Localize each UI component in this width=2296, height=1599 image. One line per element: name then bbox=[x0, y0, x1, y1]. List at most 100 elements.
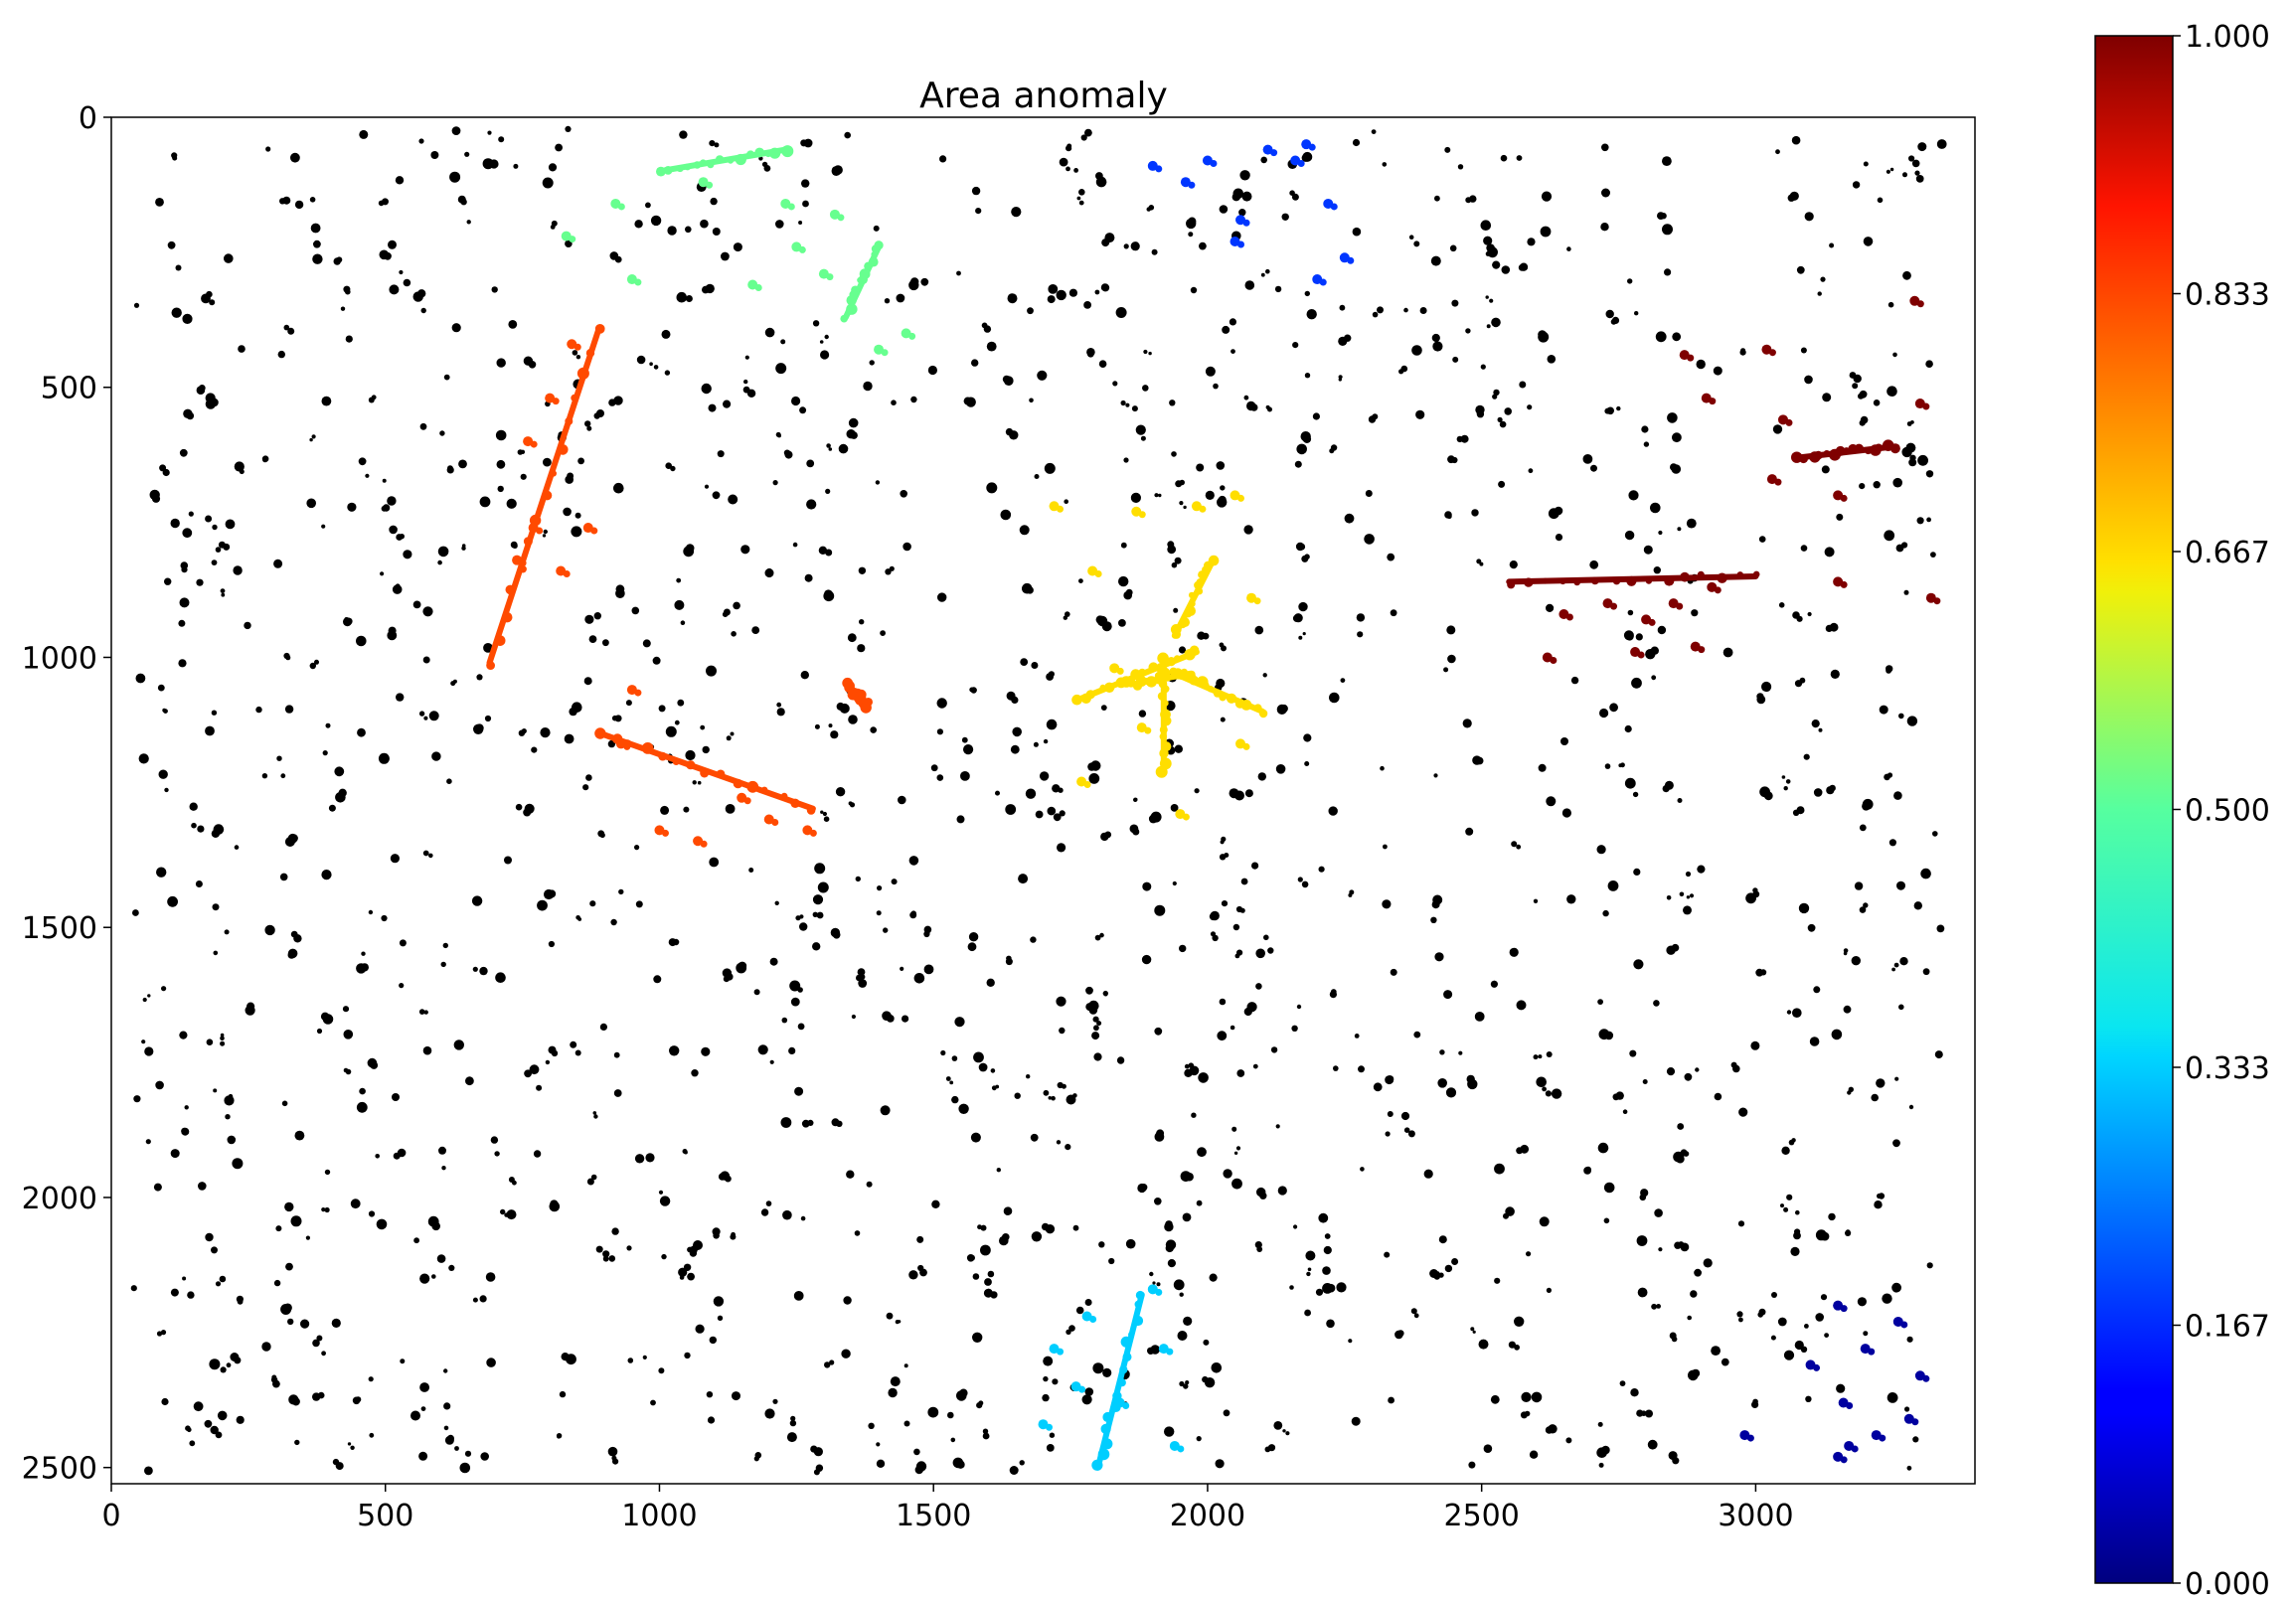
anomaly-point bbox=[1871, 1430, 1882, 1441]
background-point bbox=[1662, 224, 1673, 236]
background-point bbox=[290, 930, 298, 938]
background-point bbox=[710, 197, 718, 206]
background-point bbox=[1065, 611, 1070, 617]
background-point bbox=[1188, 1062, 1195, 1068]
background-point bbox=[1694, 1268, 1702, 1277]
background-point bbox=[1451, 299, 1459, 307]
anomaly-point bbox=[1138, 511, 1146, 519]
background-point bbox=[575, 355, 581, 360]
anomaly-point bbox=[809, 829, 817, 837]
background-point bbox=[701, 1046, 711, 1056]
background-point bbox=[387, 496, 397, 506]
background-point bbox=[975, 208, 982, 215]
anomaly-point bbox=[1169, 1440, 1180, 1451]
background-point bbox=[1736, 1311, 1743, 1318]
anomaly-point bbox=[523, 537, 533, 547]
background-point bbox=[206, 1039, 214, 1045]
background-point bbox=[1059, 1027, 1066, 1035]
background-point bbox=[940, 1049, 946, 1056]
background-point bbox=[224, 929, 230, 935]
background-point bbox=[371, 395, 377, 400]
anomaly-point bbox=[1134, 1300, 1143, 1309]
background-point bbox=[164, 787, 169, 793]
background-point bbox=[695, 1324, 705, 1334]
background-point bbox=[1372, 311, 1379, 318]
background-point bbox=[1125, 588, 1133, 596]
background-point bbox=[446, 778, 452, 784]
background-point bbox=[1821, 465, 1830, 474]
background-point bbox=[1410, 1308, 1417, 1315]
background-point bbox=[765, 1200, 772, 1206]
background-point bbox=[1326, 1319, 1335, 1329]
background-point bbox=[1892, 1139, 1900, 1148]
background-point bbox=[453, 1039, 464, 1050]
background-point bbox=[1364, 534, 1375, 545]
background-point bbox=[1815, 1313, 1824, 1322]
background-point bbox=[913, 973, 925, 984]
background-point bbox=[824, 334, 829, 340]
background-point bbox=[1910, 420, 1914, 424]
background-point bbox=[1896, 880, 1905, 890]
anomaly-point bbox=[1201, 681, 1210, 690]
anomaly-point bbox=[1648, 618, 1656, 626]
background-point bbox=[162, 708, 167, 713]
background-point bbox=[978, 1400, 984, 1406]
anomaly-point bbox=[567, 339, 577, 350]
background-point bbox=[439, 430, 445, 436]
background-point bbox=[1339, 304, 1346, 311]
background-point bbox=[880, 1105, 891, 1116]
background-point bbox=[1740, 348, 1746, 354]
background-point bbox=[225, 1114, 231, 1120]
background-point bbox=[279, 873, 288, 881]
background-point bbox=[565, 125, 572, 132]
background-point bbox=[969, 687, 975, 693]
x-tick-label: 1000 bbox=[621, 1499, 697, 1533]
anomaly-point bbox=[1109, 663, 1120, 674]
background-point bbox=[1179, 501, 1184, 506]
anomaly-point bbox=[658, 751, 668, 761]
background-point bbox=[543, 529, 548, 535]
background-point bbox=[1096, 1021, 1102, 1027]
background-point bbox=[285, 1262, 293, 1271]
background-point bbox=[1292, 614, 1301, 622]
background-point bbox=[1468, 1461, 1476, 1469]
background-point bbox=[559, 1390, 567, 1398]
background-point bbox=[322, 750, 328, 756]
background-point bbox=[876, 1442, 881, 1447]
background-point bbox=[1529, 1450, 1539, 1459]
background-point bbox=[393, 1152, 401, 1160]
anomaly-point bbox=[623, 742, 631, 750]
background-point bbox=[1598, 1462, 1604, 1468]
anomaly-point bbox=[1668, 598, 1679, 609]
background-point bbox=[818, 546, 828, 555]
background-point bbox=[1306, 1271, 1311, 1277]
background-point bbox=[1078, 189, 1085, 196]
anomaly-point bbox=[656, 166, 666, 177]
background-point bbox=[220, 1033, 225, 1038]
background-point bbox=[1660, 213, 1667, 220]
background-point bbox=[151, 494, 161, 503]
background-point bbox=[1538, 763, 1547, 772]
background-point bbox=[1116, 1056, 1125, 1064]
anomaly-point bbox=[1155, 165, 1163, 173]
anomaly-point bbox=[1196, 578, 1205, 586]
background-point bbox=[1599, 708, 1609, 719]
background-point bbox=[1863, 902, 1869, 908]
background-point bbox=[1141, 954, 1152, 965]
background-point bbox=[590, 1174, 597, 1181]
background-point bbox=[557, 1434, 562, 1439]
background-point bbox=[1244, 280, 1255, 290]
background-point bbox=[1446, 514, 1452, 520]
background-point bbox=[1220, 840, 1225, 845]
anomaly-point bbox=[1166, 1348, 1174, 1356]
background-point bbox=[802, 200, 809, 208]
background-point bbox=[902, 1015, 909, 1023]
background-point bbox=[721, 251, 730, 261]
background-point bbox=[683, 1263, 692, 1272]
background-point bbox=[1430, 916, 1437, 923]
background-point bbox=[521, 728, 527, 734]
anomaly-point bbox=[746, 150, 755, 159]
anomaly-cluster bbox=[486, 324, 873, 848]
background-point bbox=[170, 1149, 180, 1159]
